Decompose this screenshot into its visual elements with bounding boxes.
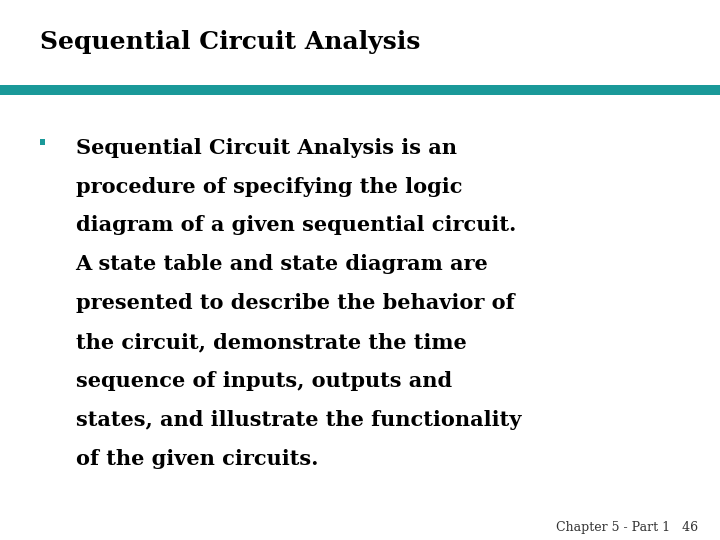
Text: procedure of specifying the logic: procedure of specifying the logic xyxy=(76,177,462,197)
Bar xyxy=(40,139,45,145)
Text: A state table and state diagram are: A state table and state diagram are xyxy=(76,254,488,274)
Text: of the given circuits.: of the given circuits. xyxy=(76,449,318,469)
Bar xyxy=(0,85,720,94)
Text: the circuit, demonstrate the time: the circuit, demonstrate the time xyxy=(76,332,467,352)
Text: presented to describe the behavior of: presented to describe the behavior of xyxy=(76,293,514,313)
Text: Sequential Circuit Analysis is an: Sequential Circuit Analysis is an xyxy=(76,138,456,158)
Text: Sequential Circuit Analysis: Sequential Circuit Analysis xyxy=(40,30,420,53)
Text: Chapter 5 - Part 1   46: Chapter 5 - Part 1 46 xyxy=(557,521,698,534)
Text: diagram of a given sequential circuit.: diagram of a given sequential circuit. xyxy=(76,215,516,235)
Text: sequence of inputs, outputs and: sequence of inputs, outputs and xyxy=(76,371,451,391)
Text: states, and illustrate the functionality: states, and illustrate the functionality xyxy=(76,410,521,430)
